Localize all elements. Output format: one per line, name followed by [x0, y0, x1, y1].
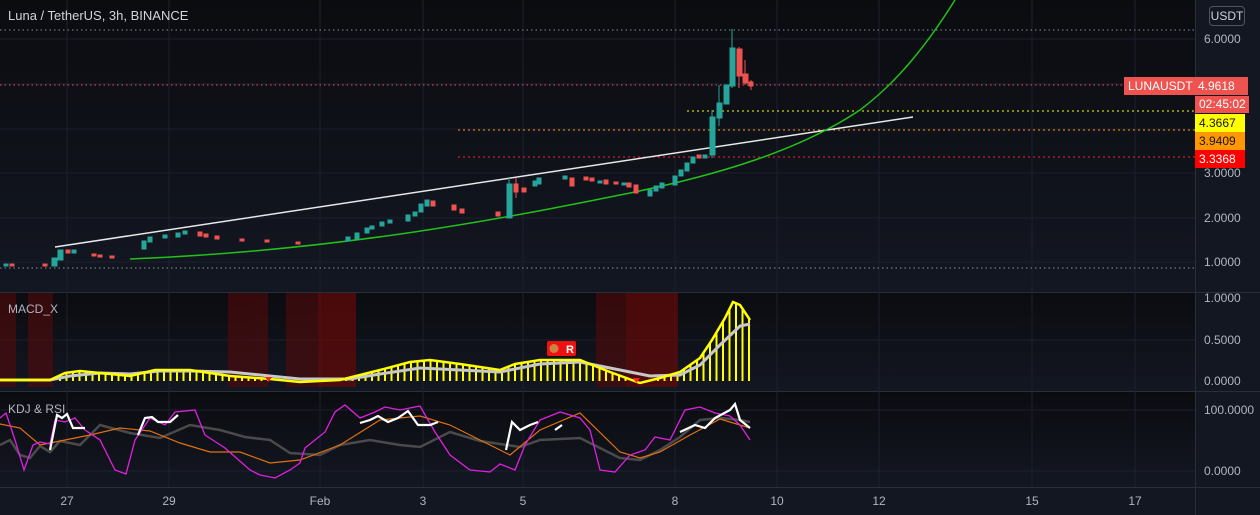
time-tick: 5 [519, 494, 527, 508]
price-tick: 6.0000 [1204, 32, 1241, 46]
time-tick: Feb [309, 494, 331, 508]
kdj-pane[interactable] [0, 392, 1195, 487]
macd-tick: 0.5000 [1204, 333, 1241, 347]
resistance-trendline[interactable] [54, 116, 914, 248]
price-tick: 3.0000 [1204, 166, 1241, 180]
time-tick: 29 [162, 494, 176, 508]
yellow-level-tag: 4.3667 [1195, 114, 1245, 132]
kdj-tick: 0.0000 [1204, 464, 1241, 478]
macd-line [0, 300, 752, 385]
symbol-tag: LUNAUSDT [1124, 77, 1194, 95]
sell-signal-marker [633, 378, 640, 383]
rsi-orange-line [0, 412, 751, 464]
kdj-tick: 100.0000 [1204, 403, 1255, 417]
bear-signal-badge[interactable]: R [547, 341, 576, 356]
time-tick: 15 [1025, 494, 1039, 508]
kdj-magenta-line [0, 404, 751, 479]
price-tick: 1.0000 [1204, 255, 1241, 269]
kdj-white-line [48, 401, 751, 451]
time-tick: 27 [60, 494, 74, 508]
macd-tick: 1.0000 [1204, 291, 1241, 305]
countdown-tag: 02:45:02 [1195, 96, 1249, 113]
signal-badge-text: R [566, 344, 574, 356]
time-tick: 12 [872, 494, 886, 508]
red-level-tag: 3.3368 [1195, 150, 1245, 168]
macd-shading [0, 293, 678, 387]
time-tick: 17 [1128, 494, 1142, 508]
chart-title: Luna / TetherUS, 3h, BINANCE [8, 8, 189, 23]
macd-tick: 0.0000 [1204, 374, 1241, 388]
time-tick: 10 [770, 494, 784, 508]
orange-level-tag: 3.9409 [1195, 132, 1245, 150]
last-price-tag: 4.9618 [1194, 77, 1248, 95]
sell-signal-marker [265, 377, 272, 382]
macd-pane-label: MACD_X [8, 302, 59, 316]
parabolic-curve[interactable] [129, 0, 956, 260]
kdj-pane-label: KDJ & RSI [8, 402, 66, 416]
candles [3, 29, 754, 267]
main-pane[interactable] [0, 0, 1195, 292]
currency-button[interactable]: USDT [1209, 6, 1245, 26]
macd-signal-line [0, 322, 751, 382]
time-tick: 3 [419, 494, 427, 508]
price-tick: 2.0000 [1204, 211, 1241, 225]
time-tick: 8 [671, 494, 679, 508]
